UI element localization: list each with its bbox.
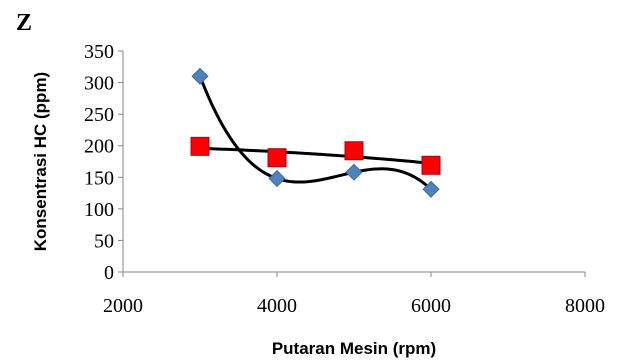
x-tick-label: 8000 bbox=[565, 295, 605, 317]
trendline-series-2 bbox=[199, 146, 432, 165]
trendlines bbox=[198, 75, 433, 191]
y-tick-label: 50 bbox=[94, 230, 114, 252]
y-tick-label: 0 bbox=[104, 262, 114, 284]
x-axis-title: Putaran Mesin (rpm) bbox=[272, 339, 436, 358]
panel-label: Z bbox=[16, 10, 32, 36]
y-tick-label: 300 bbox=[84, 73, 114, 95]
y-tick-label: 150 bbox=[84, 167, 114, 189]
square-marker bbox=[190, 136, 210, 156]
trendline-series-1 bbox=[198, 75, 433, 191]
diamond-marker bbox=[191, 67, 209, 85]
y-tick-label: 250 bbox=[84, 104, 114, 126]
square-marker bbox=[421, 155, 441, 175]
x-tick-label: 4000 bbox=[257, 295, 297, 317]
data-markers bbox=[190, 67, 441, 198]
y-axis-title: Konsentrasi HC (ppm) bbox=[31, 72, 50, 251]
square-marker bbox=[267, 148, 287, 168]
square-marker bbox=[344, 141, 364, 161]
diamond-marker bbox=[345, 163, 363, 181]
y-tick-label: 200 bbox=[84, 136, 114, 158]
y-tick-label: 350 bbox=[84, 41, 114, 63]
axes: 0 50 100 150 200 250 300 350 2000 4000 6000 8000 bbox=[84, 41, 605, 317]
diamond-marker bbox=[268, 169, 286, 188]
x-tick-label: 6000 bbox=[411, 295, 451, 317]
x-tick-label: 2000 bbox=[103, 295, 143, 317]
y-tick-label: 100 bbox=[84, 199, 114, 221]
diamond-marker bbox=[422, 180, 440, 198]
